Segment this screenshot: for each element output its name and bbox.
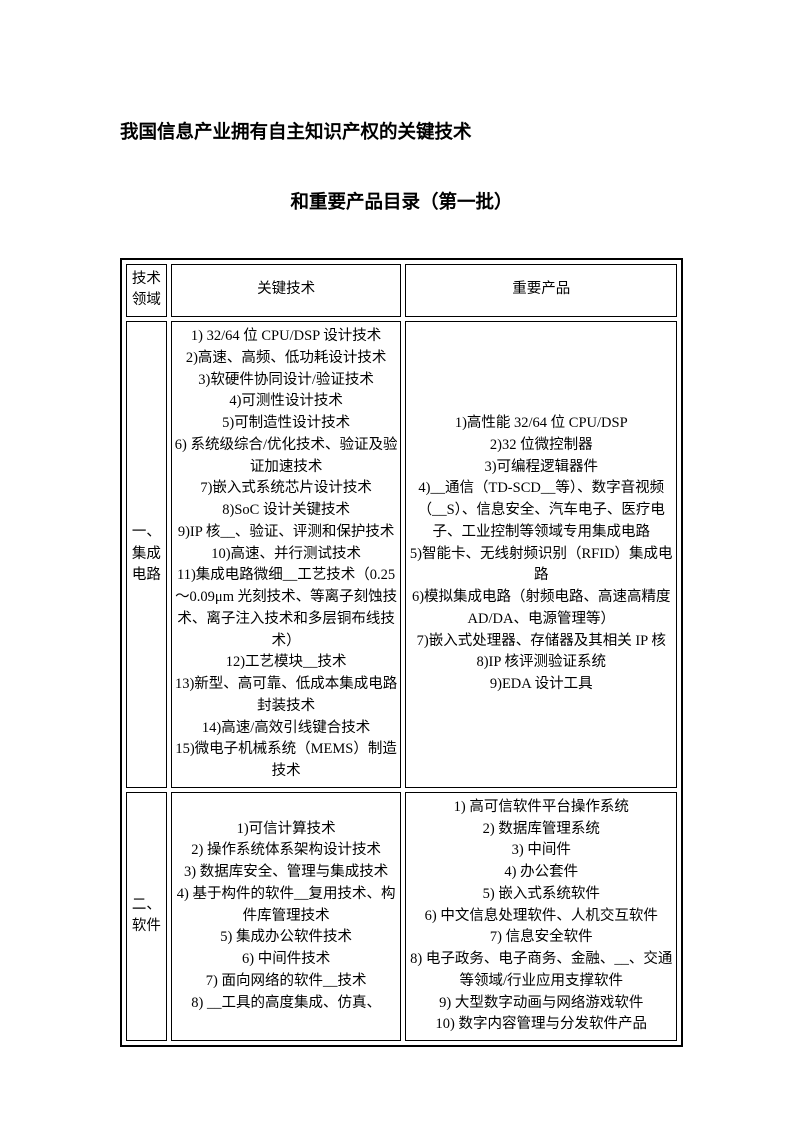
list-item: 11)集成电路微细__工艺技术（0.25～0.09μm 光刻技术、等离子刻蚀技术… xyxy=(174,565,399,652)
list-item: 5) 集成办公软件技术 xyxy=(174,927,399,949)
list-item: 1) 32/64 位 CPU/DSP 设计技术 xyxy=(174,326,399,348)
list-item: 6) 中文信息处理软件、人机交互软件 xyxy=(408,906,674,928)
list-item: 8)IP 核评测验证系统 xyxy=(408,652,674,674)
document-title-line1: 我国信息产业拥有自主知识产权的关键技术 xyxy=(120,120,683,148)
list-item: 6) 中间件技术 xyxy=(174,949,399,971)
list-item: 13)新型、高可靠、低成本集成电路封装技术 xyxy=(174,674,399,718)
list-item: 6) 系统级综合/优化技术、验证及验证加速技术 xyxy=(174,435,399,479)
list-item: 3) 数据库安全、管理与集成技术 xyxy=(174,862,399,884)
list-item: 4)可测性设计技术 xyxy=(174,391,399,413)
list-item: 9)EDA 设计工具 xyxy=(408,674,674,696)
domain-cell: 一、集成电路 xyxy=(126,321,167,788)
list-item: 4) 办公套件 xyxy=(408,862,674,884)
header-tech: 关键技术 xyxy=(171,264,402,318)
tech-cell: 1)可信计算技术2) 操作系统体系架构设计技术3) 数据库安全、管理与集成技术4… xyxy=(171,792,402,1041)
list-item: 12)工艺模块__技术 xyxy=(174,652,399,674)
product-cell: 1) 高可信软件平台操作系统2) 数据库管理系统3) 中间件4) 办公套件5) … xyxy=(405,792,677,1041)
list-item: 1) 高可信软件平台操作系统 xyxy=(408,797,674,819)
list-item: 9) 大型数字动画与网络游戏软件 xyxy=(408,993,674,1015)
list-item: 9)IP 核__、验证、评测和保护技术 xyxy=(174,522,399,544)
list-item: 7)嵌入式处理器、存储器及其相关 IP 核 xyxy=(408,631,674,653)
product-cell: 1)高性能 32/64 位 CPU/DSP2)32 位微控制器3)可编程逻辑器件… xyxy=(405,321,677,788)
list-item: 8) __工具的高度集成、仿真、 xyxy=(174,993,399,1015)
list-item: 5) 嵌入式系统软件 xyxy=(408,884,674,906)
list-item: 2) 数据库管理系统 xyxy=(408,819,674,841)
tech-cell: 1) 32/64 位 CPU/DSP 设计技术2)高速、高频、低功耗设计技术3)… xyxy=(171,321,402,788)
list-item: 7)嵌入式系统芯片设计技术 xyxy=(174,478,399,500)
document-title-line2: 和重要产品目录（第一批） xyxy=(120,190,683,218)
list-item: 3)可编程逻辑器件 xyxy=(408,457,674,479)
list-item: 3)软硬件协同设计/验证技术 xyxy=(174,370,399,392)
list-item: 2) 操作系统体系架构设计技术 xyxy=(174,840,399,862)
list-item: 4)__通信（TD-SCD__等）、数字音视频（__S）、信息安全、汽车电子、医… xyxy=(408,478,674,543)
list-item: 7) 面向网络的软件__技术 xyxy=(174,971,399,993)
table-row: 二、软件 1)可信计算技术2) 操作系统体系架构设计技术3) 数据库安全、管理与… xyxy=(126,792,677,1041)
header-domain: 技术领域 xyxy=(126,264,167,318)
list-item: 6)模拟集成电路（射频电路、高速高精度 AD/DA、电源管理等） xyxy=(408,587,674,631)
list-item: 14)高速/高效引线键合技术 xyxy=(174,718,399,740)
list-item: 1)高性能 32/64 位 CPU/DSP xyxy=(408,413,674,435)
list-item: 7) 信息安全软件 xyxy=(408,927,674,949)
list-item: 10) 数字内容管理与分发软件产品 xyxy=(408,1014,674,1036)
domain-cell: 二、软件 xyxy=(126,792,167,1041)
table-header-row: 技术领域 关键技术 重要产品 xyxy=(126,264,677,318)
list-item: 8)SoC 设计关键技术 xyxy=(174,500,399,522)
list-item: 5)可制造性设计技术 xyxy=(174,413,399,435)
list-item: 8) 电子政务、电子商务、金融、__、交通等领域/行业应用支撑软件 xyxy=(408,949,674,993)
list-item: 15)微电子机械系统（MEMS）制造技术 xyxy=(174,739,399,783)
list-item: 2)32 位微控制器 xyxy=(408,435,674,457)
catalog-table: 技术领域 关键技术 重要产品 一、集成电路 1) 32/64 位 CPU/DSP… xyxy=(120,258,683,1048)
list-item: 1)可信计算技术 xyxy=(174,819,399,841)
list-item: 10)高速、并行测试技术 xyxy=(174,544,399,566)
list-item: 3) 中间件 xyxy=(408,840,674,862)
header-product: 重要产品 xyxy=(405,264,677,318)
list-item: 5)智能卡、无线射频识别（RFID）集成电路 xyxy=(408,544,674,588)
list-item: 2)高速、高频、低功耗设计技术 xyxy=(174,348,399,370)
list-item: 4) 基于构件的软件__复用技术、构件库管理技术 xyxy=(174,884,399,928)
table-row: 一、集成电路 1) 32/64 位 CPU/DSP 设计技术2)高速、高频、低功… xyxy=(126,321,677,788)
